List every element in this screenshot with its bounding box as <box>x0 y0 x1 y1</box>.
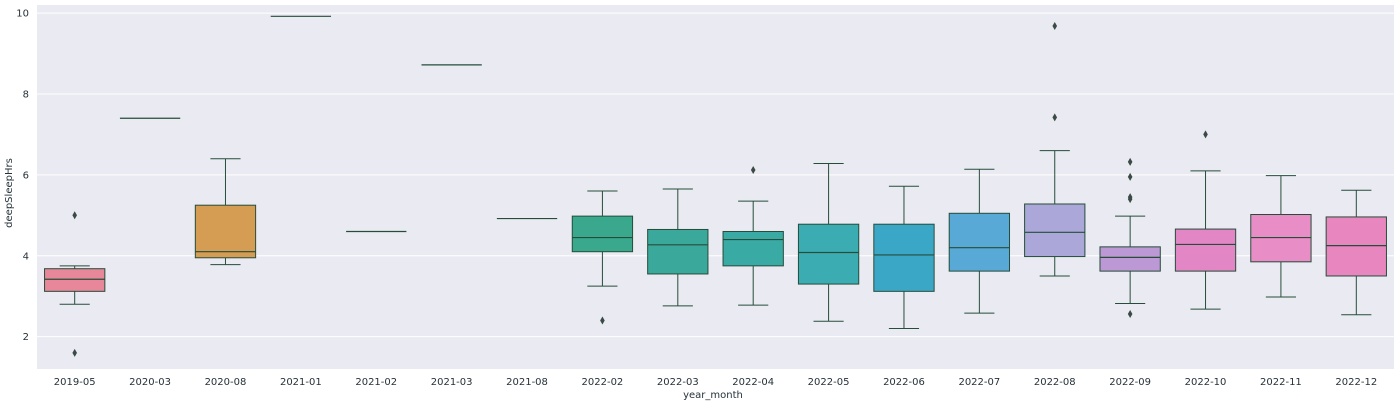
box-2022-05 <box>797 223 860 285</box>
box-2022-12 <box>1325 216 1387 277</box>
x-tick-label: 2022-11 <box>1260 377 1302 388</box>
box-group-2022-02 <box>571 190 634 325</box>
x-tick-label: 2022-04 <box>732 377 774 388</box>
x-tick-label: 2022-06 <box>883 377 925 388</box>
outlier-point <box>600 316 605 325</box>
y-tick-label: 4 <box>23 251 29 262</box>
grid-layer <box>37 5 1394 369</box>
y-tick-label: 6 <box>23 170 29 181</box>
box-2022-04 <box>722 230 784 267</box>
x-tick-label: 2022-02 <box>582 377 624 388</box>
x-tick-label: 2021-02 <box>355 377 397 388</box>
outlier-point <box>750 166 756 175</box>
outlier-point <box>1127 309 1133 318</box>
box-2022-03 <box>647 228 709 275</box>
x-tick-label: 2022-09 <box>1109 377 1151 388</box>
x-tick-label: 2021-08 <box>506 377 548 388</box>
box-group-2022-11 <box>1250 175 1312 298</box>
x-tick-label: 2022-03 <box>657 377 699 388</box>
box-2022-09 <box>1099 246 1161 272</box>
x-tick-label: 2022-12 <box>1335 377 1377 388</box>
box-group-2022-04 <box>722 166 784 306</box>
box-group-2022-10 <box>1174 130 1237 310</box>
box-2022-02 <box>571 215 634 253</box>
outlier-point <box>1052 113 1058 122</box>
box-2022-11 <box>1250 214 1312 263</box>
box-layer <box>44 15 1387 357</box>
x-axis-label: year_month <box>683 390 743 401</box>
x-tick-label: 2022-10 <box>1185 377 1227 388</box>
y-tick-label: 8 <box>23 89 29 100</box>
y-tick-label: 10 <box>16 9 29 20</box>
box-group-2022-05 <box>797 163 860 322</box>
box-2022-10 <box>1174 228 1237 272</box>
x-tick-label: 2020-03 <box>129 377 171 388</box>
y-tick-label: 2 <box>23 332 29 343</box>
x-tick-label: 2022-05 <box>808 377 850 388</box>
y-axis-label: deepSleepHrs <box>4 158 15 228</box>
outlier-point <box>1203 130 1208 139</box>
x-tick-label: 2021-03 <box>431 377 473 388</box>
x-tick-label: 2021-01 <box>280 377 322 388</box>
x-tick-label: 2020-08 <box>205 377 247 388</box>
box-2020-08 <box>194 204 257 259</box>
box-group-2020-08 <box>194 158 257 266</box>
box-group-2022-07 <box>948 168 1011 314</box>
box-group-2022-03 <box>647 188 709 307</box>
box-group-2022-08 <box>1024 22 1086 277</box>
box-2022-07 <box>948 212 1011 272</box>
box-group-2019-05 <box>44 211 106 357</box>
outlier-point <box>1127 157 1133 166</box>
x-tick-label: 2022-07 <box>958 377 1000 388</box>
outlier-point <box>1127 172 1133 181</box>
x-tick-label: 2019-05 <box>54 377 96 388</box>
outlier-point <box>72 211 77 220</box>
axis-layer: 2 4 6 8 10 2019-05 2020-03 2020-08 2021-01 2021-0… <box>16 9 1377 388</box>
outlier-point <box>1052 22 1058 31</box>
outlier-point <box>1127 193 1133 202</box>
box-2022-08 <box>1024 203 1086 258</box>
x-tick-label: 2022-08 <box>1034 377 1076 388</box>
box-group-2022-06 <box>873 185 935 330</box>
box-group-2022-12 <box>1325 189 1387 316</box>
plot-background <box>37 5 1394 369</box>
box-group-2022-09 <box>1099 157 1161 318</box>
outlier-point <box>72 348 77 357</box>
box-2019-05 <box>44 268 106 292</box>
box-2022-06 <box>873 223 935 292</box>
